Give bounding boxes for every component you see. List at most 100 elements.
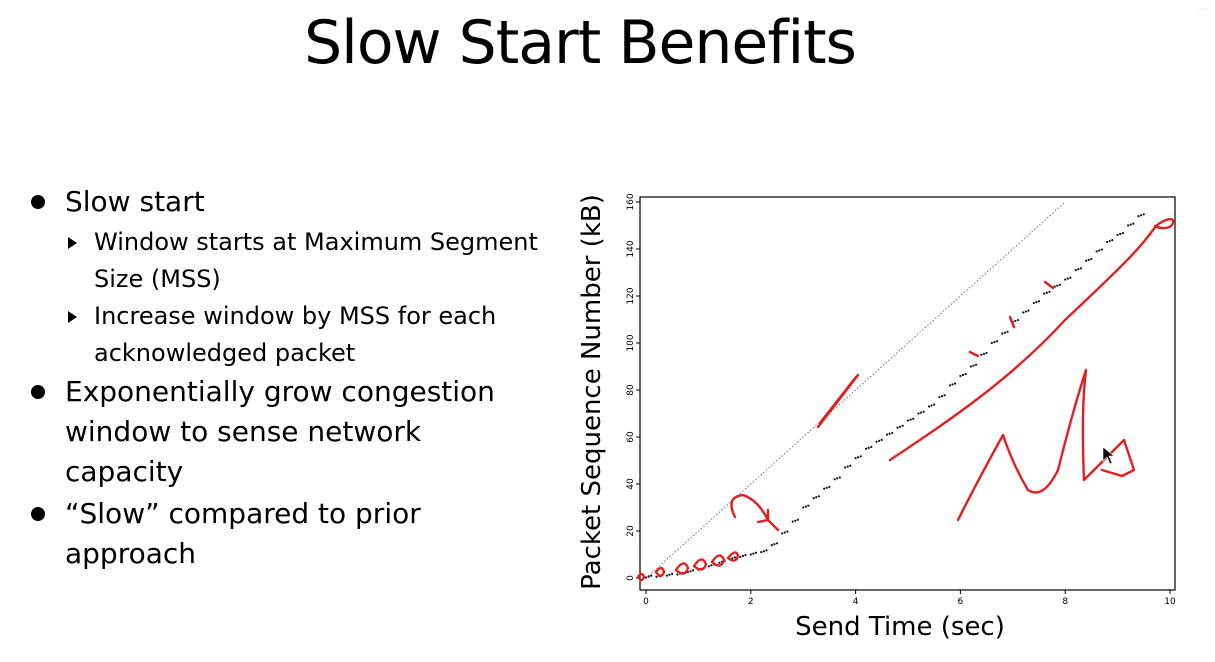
data-point (1142, 213, 1145, 216)
data-point (1129, 223, 1132, 226)
data-point (1069, 276, 1072, 279)
data-point (765, 549, 768, 552)
handwritten-annotations (636, 218, 1175, 582)
bullet-text: Slow start (65, 185, 205, 218)
bullet-dot (31, 385, 45, 399)
x-tick-label: 4 (853, 597, 859, 607)
data-point (741, 554, 745, 558)
bullet-text: Exponentially grow congestion window to … (65, 375, 495, 488)
data-point (1090, 257, 1093, 261)
watermark: … (1198, 0, 1209, 13)
data-point (964, 373, 967, 376)
data-point (922, 410, 925, 413)
y-tick-label: 40 (626, 478, 636, 490)
data-point (888, 432, 891, 435)
x-tick-label: 8 (1062, 597, 1068, 607)
annotation-parallel-line (888, 218, 1175, 462)
data-point (985, 351, 988, 355)
bullet-dot (31, 507, 45, 521)
data-point (854, 457, 857, 460)
data-point (1045, 291, 1048, 294)
data-point (1087, 258, 1090, 261)
data-point (655, 575, 658, 578)
data-point (838, 476, 841, 479)
sub-bullet-increase-window: Increase window by MSS for each acknowle… (28, 298, 548, 372)
data-point (940, 395, 944, 398)
data-point (1108, 239, 1111, 243)
annotation-tick-3 (1043, 280, 1055, 290)
triangle-bullet-icon (68, 237, 77, 249)
annotation-tick-2 (1008, 315, 1016, 329)
annotation-small-circle-2 (654, 566, 666, 578)
data-point (817, 495, 820, 498)
data-point (995, 340, 999, 343)
data-point (943, 394, 946, 397)
data-point (917, 412, 920, 415)
data-point (990, 341, 993, 345)
data-point (1106, 240, 1109, 244)
bullet-list: Slow start Window starts at Maximum Segm… (28, 182, 548, 576)
sub-bullet-window-starts: Window starts at Maximum Segment Size (M… (28, 224, 548, 298)
data-point (980, 353, 983, 356)
data-point (836, 477, 839, 480)
sequence-time-chart: 0 20 40 60 80 100 120 140 160 0 2 4 6 8 10 Send Time … (577, 193, 1176, 642)
data-point (812, 497, 815, 500)
data-point (752, 552, 755, 555)
data-point (875, 440, 878, 443)
data-point (1085, 259, 1088, 262)
data-point (1016, 318, 1020, 322)
data-point (733, 556, 737, 559)
data-point (1095, 250, 1098, 253)
data-point (770, 544, 773, 547)
data-point (1056, 284, 1059, 287)
data-point (1022, 311, 1025, 314)
data-point (1111, 239, 1114, 242)
data-point (647, 575, 650, 578)
annotation-circle-5 (710, 554, 726, 567)
annotation-sawtooth (956, 368, 1136, 522)
data-point (749, 553, 752, 556)
data-point (859, 455, 862, 458)
sub-bullet-text: Window starts at Maximum Segment Size (M… (94, 228, 538, 293)
data-point (791, 520, 794, 523)
x-tick-label: 0 (643, 597, 649, 607)
bullet-slow-compared: “Slow” compared to prior approach (28, 494, 548, 574)
data-point (665, 574, 669, 577)
y-axis-title: Packet Sequence Number (kB) (577, 194, 607, 590)
annotation-arrow-curve (730, 493, 780, 532)
data-point (804, 505, 807, 508)
data-point (899, 425, 902, 428)
bullet-exponential-growth: Exponentially grow congestion window to … (28, 372, 548, 492)
data-point (867, 446, 870, 449)
annotation-circle-6 (726, 551, 740, 562)
data-point (891, 431, 894, 434)
data-point (1077, 268, 1080, 271)
data-point (1058, 283, 1062, 286)
y-tick-label: 0 (626, 575, 636, 581)
data-point (1119, 232, 1122, 236)
data-point (1121, 232, 1124, 235)
data-point (1003, 331, 1007, 334)
data-point (906, 419, 910, 422)
data-point (1014, 319, 1017, 323)
data-point (864, 447, 868, 450)
x-tick-label: 10 (1164, 597, 1176, 607)
data-points (644, 213, 1145, 579)
data-point (959, 374, 962, 377)
data-point (796, 518, 800, 521)
data-point (961, 373, 965, 377)
data-point (744, 553, 747, 557)
data-point (1064, 278, 1067, 281)
mouse-cursor-icon (1102, 446, 1115, 465)
y-tick-label: 80 (626, 384, 636, 396)
data-point (951, 383, 954, 386)
x-axis-title: Send Time (sec) (795, 612, 1005, 642)
data-point (919, 411, 923, 414)
data-point (710, 564, 713, 567)
data-point (1024, 310, 1027, 313)
data-point (783, 531, 786, 534)
data-point (815, 496, 818, 499)
y-axis-ticks: 0 20 40 60 80 100 120 140 160 (626, 193, 640, 581)
data-point (933, 403, 936, 406)
data-point (938, 395, 941, 399)
